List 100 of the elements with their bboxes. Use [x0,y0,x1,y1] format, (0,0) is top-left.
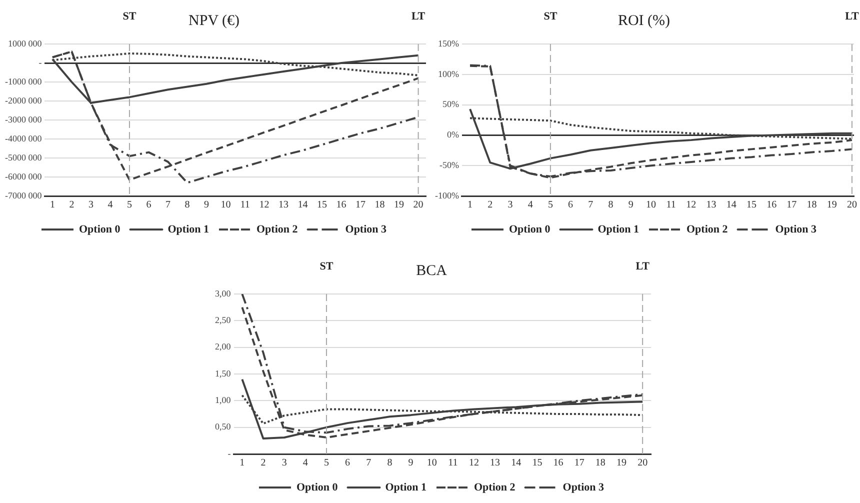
y-tick-label: 0% [446,130,460,140]
x-tick-label: 13 [490,458,500,469]
x-tick-label: 14 [726,200,736,211]
x-tick-label: 8 [184,200,190,211]
y-tick-label: -100% [434,190,460,200]
x-tick-label: 18 [595,458,606,469]
y-tick-label: 1,50 [215,368,232,378]
x-tick-label: 19 [616,458,626,469]
x-tick-label: 19 [826,200,837,211]
legend-label: Option 0 [508,223,551,236]
legend-label: Option 3 [345,223,388,236]
x-tick-label: 7 [588,200,594,211]
x-tick-label: 15 [317,200,328,211]
x-tick-label: 18 [806,200,817,211]
y-tick-label: -1000 000 [4,76,42,86]
legend-label: Option 3 [562,481,605,494]
ref-line-label: ST [320,260,334,272]
y-tick-label: 1,00 [215,395,232,406]
x-tick-label: 19 [394,200,404,211]
ref-line-label: ST [122,10,137,22]
ref-line-label: LT [845,10,860,22]
y-tick-label: -2000 000 [4,95,42,106]
x-tick-label: 15 [532,458,542,469]
y-tick-label: 150% [438,38,460,48]
legend-label: Option 2 [474,481,516,494]
legend-label: Option 2 [256,223,298,236]
x-tick-label: 15 [746,200,756,211]
y-tick-label: 0,50 [215,422,232,432]
ref-line-label: LT [636,260,650,272]
x-tick-label: 20 [846,200,857,211]
x-tick-label: 6 [568,200,574,211]
x-tick-label: 12 [468,458,479,469]
x-tick-label: 20 [638,458,648,469]
x-tick-label: 14 [298,200,308,211]
x-tick-label: 8 [387,458,392,469]
y-tick-label: - [228,448,231,458]
x-tick-label: 13 [278,200,289,211]
x-tick-label: 18 [374,200,385,211]
legend-label: Option 1 [598,223,640,236]
ref-line-label: LT [411,10,426,22]
y-tick-label: 100% [438,68,460,79]
y-tick-label: -50% [439,160,460,170]
x-tick-label: 13 [706,200,716,211]
x-tick-label: 3 [88,200,94,211]
y-tick-label: 2,00 [215,342,232,352]
x-tick-label: 4 [528,200,533,211]
x-tick-label: 1 [468,200,473,211]
y-tick-label: 2,50 [215,315,232,326]
x-tick-label: 9 [408,458,414,469]
legend-label: Option 1 [385,481,427,494]
x-tick-label: 9 [628,200,634,211]
legend-label: Option 3 [775,223,818,236]
legend-label: Option 0 [78,223,121,236]
x-tick-label: 11 [240,200,250,211]
y-tick-label: -5000 000 [4,152,42,162]
x-tick-label: 10 [426,458,437,469]
x-tick-label: 12 [259,200,270,211]
x-tick-label: 3 [508,200,513,211]
x-tick-label: 11 [666,200,676,211]
x-tick-label: 14 [511,458,522,469]
x-tick-label: 2 [69,200,74,211]
x-tick-label: 9 [204,200,209,211]
x-tick-label: 4 [108,200,113,211]
x-tick-label: 10 [646,200,656,211]
x-tick-label: 1 [50,200,55,211]
y-tick-label: 3,00 [215,288,232,298]
x-tick-label: 6 [345,458,350,469]
x-tick-label: 12 [686,200,696,211]
x-tick-label: 5 [126,200,132,211]
x-tick-label: 17 [356,200,366,211]
y-tick-label: 50% [442,99,460,110]
legend-label: Option 1 [168,223,210,236]
x-tick-label: 8 [608,200,614,211]
y-tick-label: -7000 000 [4,190,42,200]
legend-label: Option 2 [686,223,728,236]
y-tick-label: 1000 000 [8,38,42,48]
x-tick-label: 7 [366,458,372,469]
x-tick-label: 1 [240,458,245,469]
x-tick-label: 17 [574,458,584,469]
x-tick-label: 10 [220,200,231,211]
x-tick-label: 17 [786,200,797,211]
y-tick-label: -3000 000 [4,114,42,124]
x-tick-label: 4 [302,458,308,469]
chart-title: NPV (€) [188,12,240,29]
y-tick-label: - [38,57,42,68]
x-tick-label: 5 [548,200,553,211]
x-tick-label: 20 [413,200,424,211]
x-tick-label: 16 [336,200,346,211]
x-tick-label: 7 [165,200,170,211]
x-tick-label: 6 [146,200,152,211]
legend-label: Option 0 [296,481,338,494]
chart-title: ROI (%) [618,12,670,29]
x-tick-label: 16 [766,200,777,211]
x-tick-label: 11 [448,458,458,469]
y-tick-label: -6000 000 [4,171,42,182]
x-tick-label: 16 [553,458,564,469]
ref-line-label: ST [544,10,558,22]
x-tick-label: 2 [260,458,266,469]
x-tick-label: 3 [282,458,287,469]
chart-title: BCA [416,262,448,279]
